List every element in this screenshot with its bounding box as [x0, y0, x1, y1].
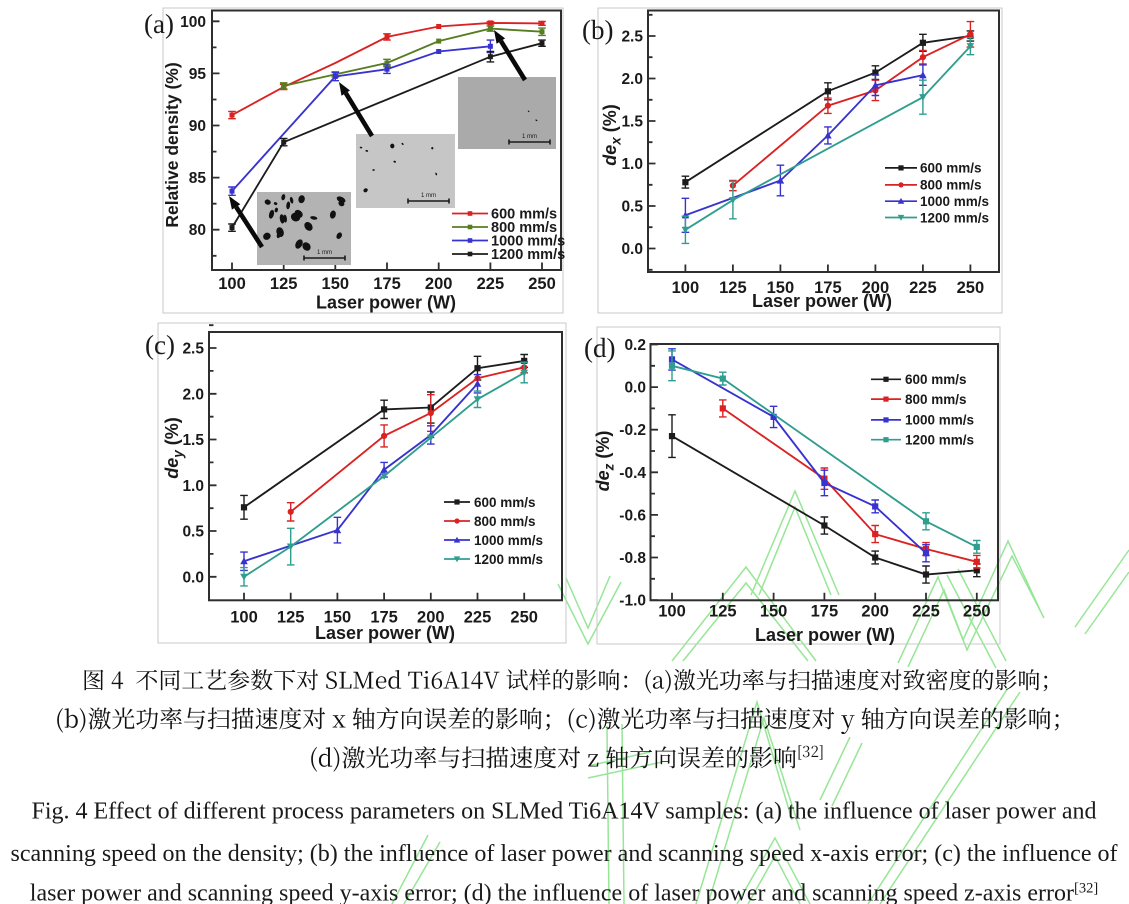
svg-text:100: 100: [218, 275, 246, 293]
svg-text:Fig. 4 Effect of different pro: Fig. 4 Effect of different process param…: [31, 799, 1096, 825]
svg-text:Relative density (%): Relative density (%): [162, 62, 182, 227]
svg-text:800 mm/s: 800 mm/s: [920, 178, 982, 193]
svg-text:125: 125: [277, 609, 305, 627]
svg-text:0.5: 0.5: [182, 524, 204, 541]
svg-text:(d): (d): [584, 333, 615, 363]
svg-text:225: 225: [464, 609, 492, 627]
svg-text:100: 100: [672, 279, 700, 297]
svg-text:250: 250: [528, 275, 556, 293]
svg-text:-0.2: -0.2: [619, 422, 646, 439]
svg-text:Laser power (W): Laser power (W): [755, 625, 895, 645]
svg-text:0.0: 0.0: [624, 380, 646, 397]
svg-text:1 mm: 1 mm: [317, 250, 332, 256]
svg-text:2.5: 2.5: [182, 341, 204, 358]
svg-text:(b): (b): [582, 15, 613, 45]
svg-text:laser power and scanning speed: laser power and scanning speed y-axis er…: [30, 881, 1098, 904]
svg-text:100: 100: [658, 603, 686, 621]
svg-text:175: 175: [370, 609, 398, 627]
svg-text:90: 90: [189, 118, 206, 135]
svg-text:125: 125: [719, 279, 747, 297]
svg-text:1200 mm/s: 1200 mm/s: [491, 247, 565, 263]
svg-text:1.0: 1.0: [182, 478, 204, 495]
svg-text:225: 225: [912, 603, 940, 621]
svg-text:150: 150: [322, 275, 350, 293]
svg-text:600 mm/s: 600 mm/s: [920, 161, 982, 176]
svg-text:600 mm/s: 600 mm/s: [491, 206, 557, 222]
svg-text:1200 mm/s: 1200 mm/s: [905, 433, 974, 448]
svg-text:175: 175: [373, 275, 401, 293]
svg-text:800 mm/s: 800 mm/s: [474, 514, 536, 529]
svg-text:225: 225: [909, 279, 937, 297]
svg-text:2.5: 2.5: [621, 29, 643, 46]
svg-text:200: 200: [861, 603, 889, 621]
svg-text:dey (%): dey (%): [162, 417, 186, 479]
svg-text:1200 mm/s: 1200 mm/s: [474, 552, 543, 567]
svg-text:Laser power (W): Laser power (W): [316, 293, 456, 313]
svg-text:1000 mm/s: 1000 mm/s: [905, 413, 974, 428]
svg-text:150: 150: [767, 279, 795, 297]
svg-text:0.5: 0.5: [621, 199, 643, 216]
svg-text:1 mm: 1 mm: [421, 193, 436, 199]
svg-text:1200 mm/s: 1200 mm/s: [920, 210, 989, 225]
svg-text:150: 150: [324, 609, 352, 627]
svg-text:2.0: 2.0: [182, 386, 204, 403]
svg-text:scanning speed on the density;: scanning speed on the density; (b) the i…: [11, 841, 1118, 867]
svg-text:600 mm/s: 600 mm/s: [905, 372, 967, 387]
svg-text:600 mm/s: 600 mm/s: [474, 495, 536, 510]
svg-text:125: 125: [270, 275, 298, 293]
svg-text:-1.0: -1.0: [619, 593, 646, 610]
svg-text:1.5: 1.5: [621, 114, 643, 131]
svg-text:1.5: 1.5: [182, 432, 204, 449]
svg-text:800 mm/s: 800 mm/s: [905, 392, 967, 407]
svg-text:125: 125: [709, 603, 737, 621]
svg-text:dez (%): dez (%): [593, 431, 617, 492]
svg-text:200: 200: [862, 279, 890, 297]
svg-text:100: 100: [230, 609, 258, 627]
svg-text:-0.8: -0.8: [619, 550, 646, 567]
svg-text:-0.4: -0.4: [619, 465, 646, 482]
svg-text:85: 85: [189, 170, 207, 187]
svg-text:250: 250: [957, 279, 985, 297]
svg-text:250: 250: [510, 609, 538, 627]
svg-text:150: 150: [760, 603, 788, 621]
svg-text:1000 mm/s: 1000 mm/s: [474, 533, 543, 548]
svg-text:800 mm/s: 800 mm/s: [491, 220, 557, 236]
svg-text:Laser power (W): Laser power (W): [315, 623, 455, 643]
svg-text:2.0: 2.0: [621, 71, 643, 88]
svg-text:dex (%): dex (%): [600, 104, 624, 166]
svg-text:Laser power (W): Laser power (W): [752, 291, 892, 311]
svg-text:250: 250: [963, 603, 991, 621]
svg-text:175: 175: [814, 279, 842, 297]
svg-text:225: 225: [477, 275, 505, 293]
svg-text:80: 80: [189, 222, 206, 239]
svg-text:0.0: 0.0: [182, 569, 204, 586]
svg-text:95: 95: [189, 66, 207, 83]
svg-text:1.0: 1.0: [621, 156, 643, 173]
svg-text:(c): (c): [145, 330, 175, 360]
svg-text:1000 mm/s: 1000 mm/s: [491, 233, 565, 249]
svg-text:200: 200: [417, 609, 445, 627]
svg-text:-0.6: -0.6: [619, 507, 646, 524]
svg-text:100: 100: [180, 14, 206, 31]
svg-text:200: 200: [425, 275, 453, 293]
svg-text:175: 175: [811, 603, 839, 621]
svg-text:(a): (a): [144, 9, 174, 39]
svg-text:1000 mm/s: 1000 mm/s: [920, 194, 989, 209]
svg-text:0.2: 0.2: [624, 337, 646, 354]
svg-text:1 mm: 1 mm: [522, 134, 537, 140]
svg-text:0.0: 0.0: [621, 241, 643, 258]
